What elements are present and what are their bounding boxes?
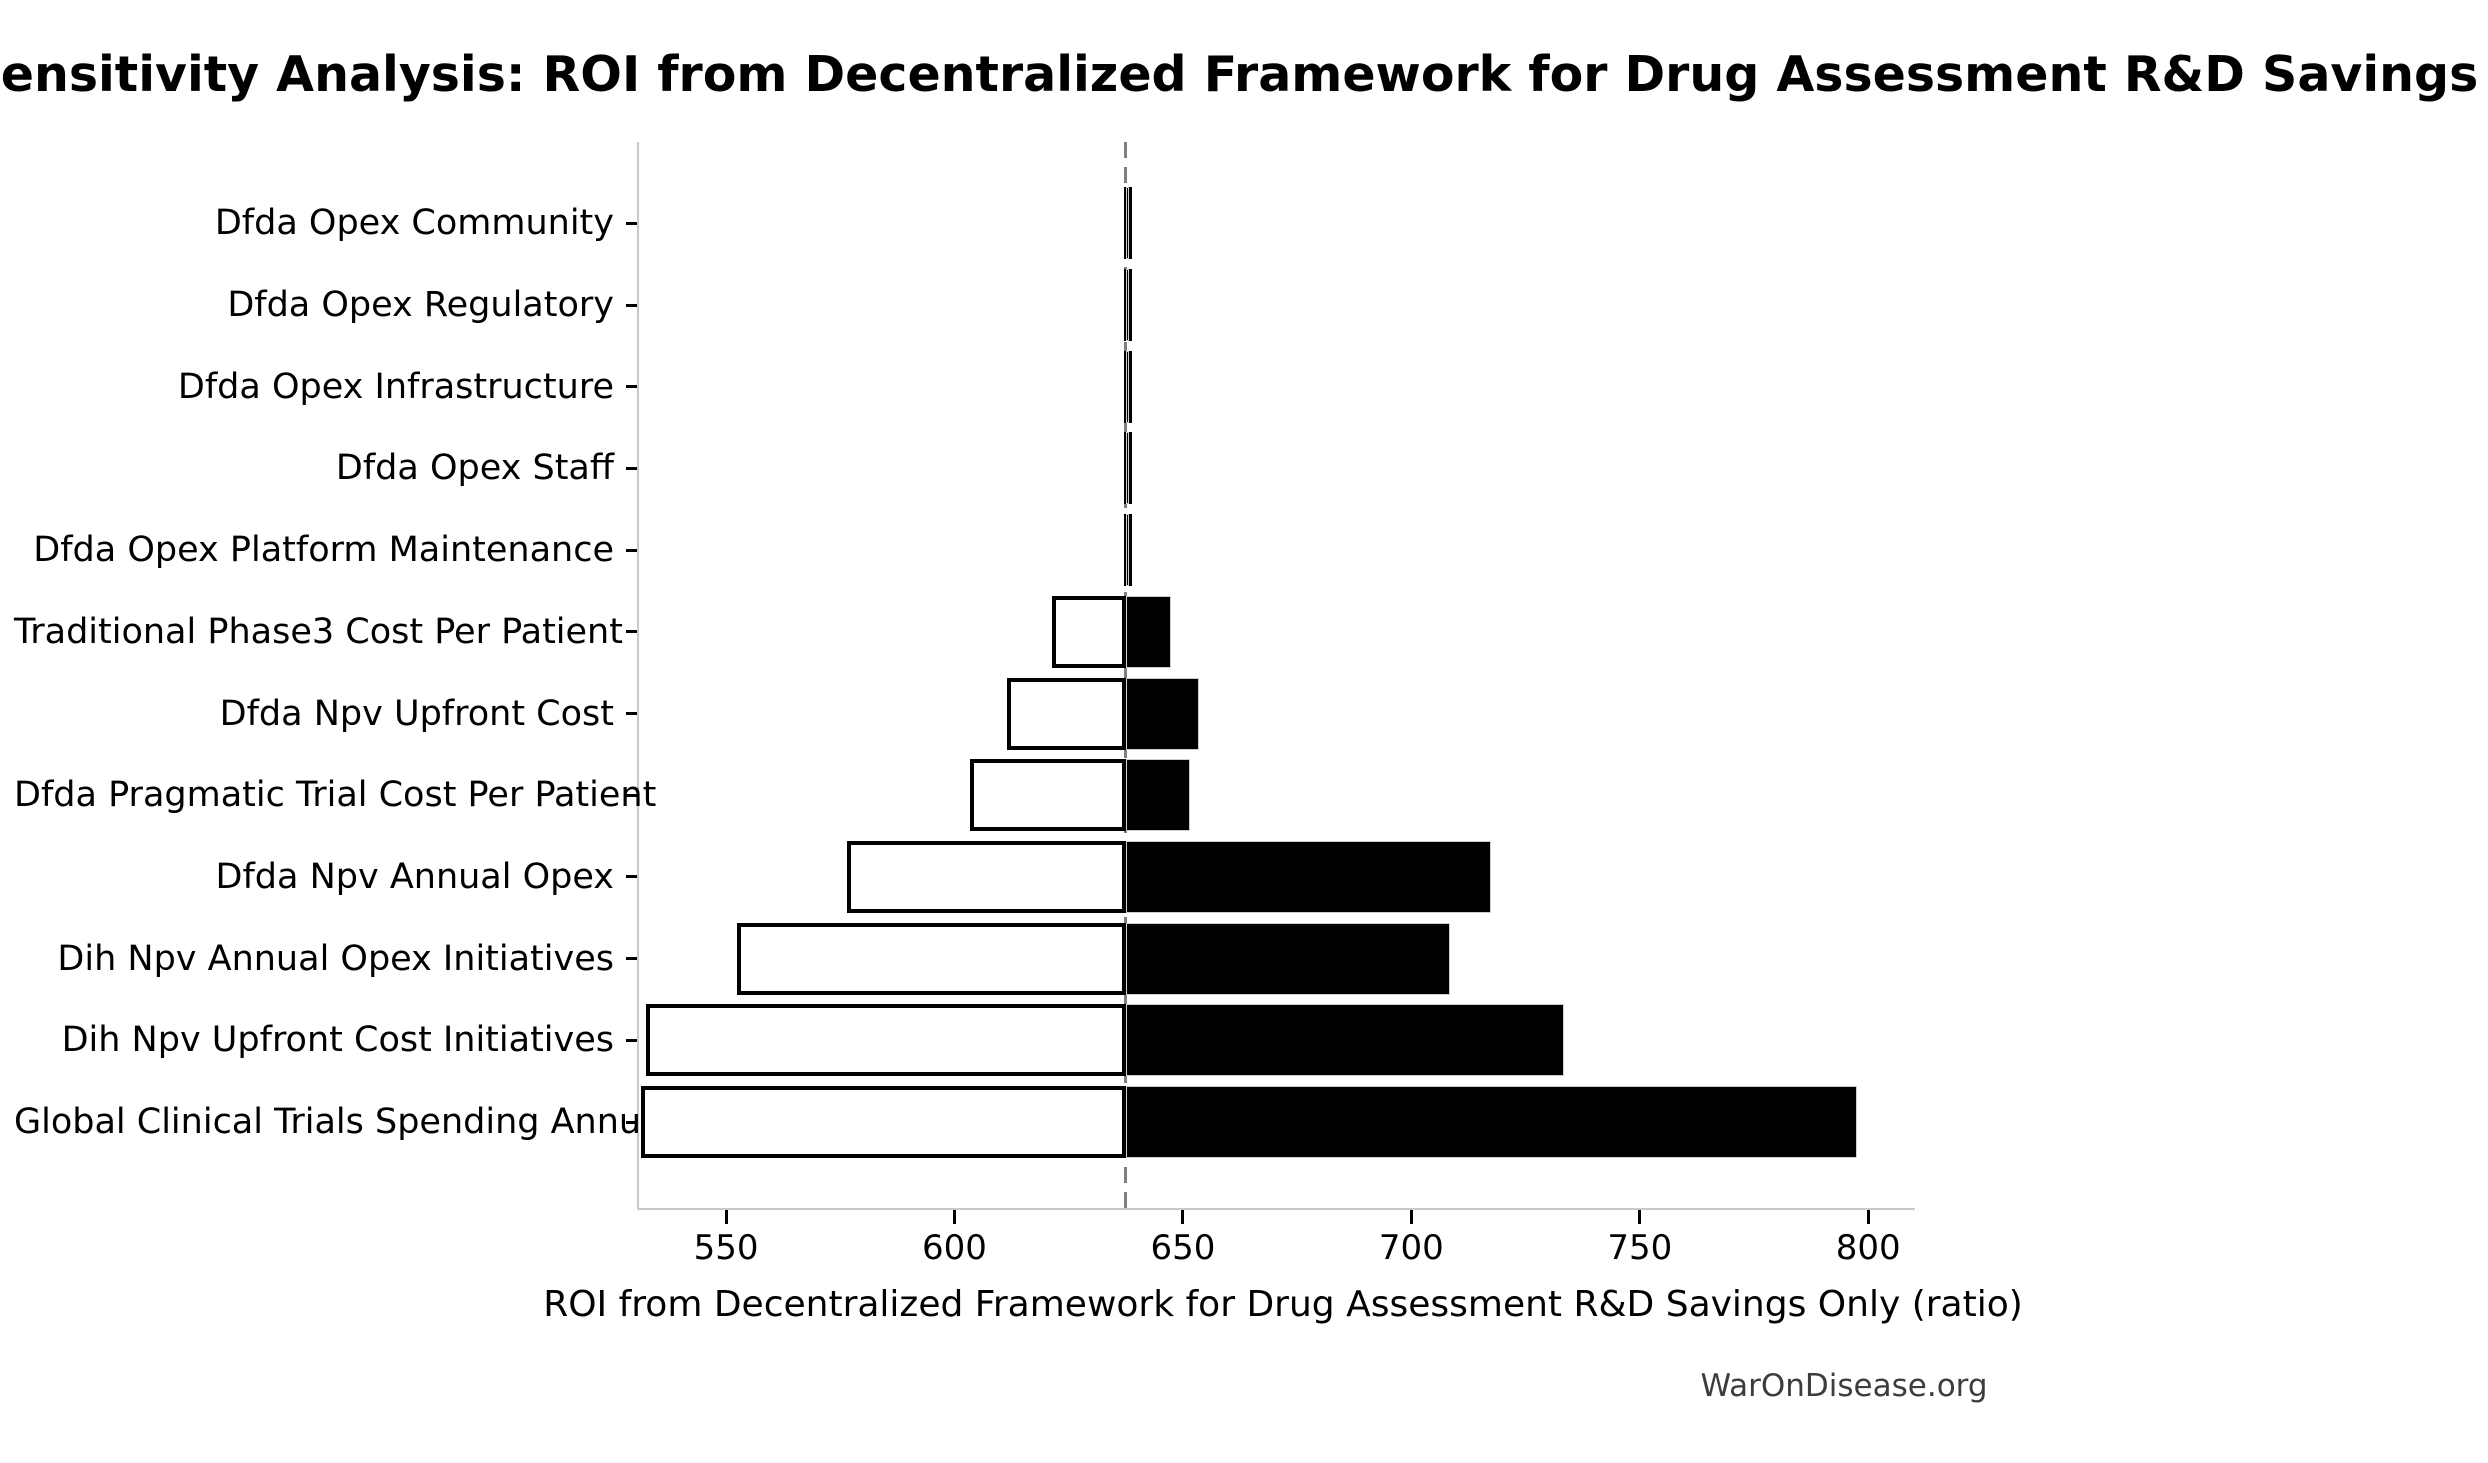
y-axis-category-label: Dih Npv Annual Opex Initiatives	[57, 938, 614, 979]
bar-high-segment	[1125, 432, 1129, 505]
bar-low-segment	[645, 1004, 1126, 1077]
y-axis-tick	[626, 1038, 637, 1042]
y-axis-category-label: Dfda Opex Staff	[335, 448, 614, 489]
x-axis-title: ROI from Decentralized Framework for Dru…	[543, 1284, 2023, 1325]
y-axis-category-label: Dfda Opex Community	[214, 203, 614, 244]
bar-high-segment	[1125, 187, 1129, 260]
bar-high-segment	[1125, 1004, 1565, 1077]
bar-low-segment	[1052, 595, 1126, 668]
x-axis-tick	[1866, 1210, 1870, 1224]
bar-high-segment	[1125, 840, 1492, 913]
bar-low-segment	[846, 840, 1126, 913]
y-axis-category-label: Dfda Npv Annual Opex	[215, 856, 614, 897]
bar-low-segment	[641, 1086, 1126, 1158]
x-axis-tick-label: 650	[1150, 1228, 1216, 1268]
bar-high-segment	[1125, 350, 1129, 423]
y-axis-category-label: Dfda Opex Infrastructure	[177, 366, 614, 407]
y-axis-tick	[626, 630, 637, 634]
y-axis-tick	[626, 385, 637, 389]
y-axis-category-label: Dfda Pragmatic Trial Cost Per Patient	[14, 775, 657, 816]
bar-low-segment	[970, 759, 1126, 832]
baseline-dashed-line	[1124, 142, 1128, 1208]
x-axis-tick	[1181, 1210, 1185, 1224]
y-axis-category-label: Dih Npv Upfront Cost Initiatives	[61, 1020, 614, 1061]
y-axis-category-label: Dfda Npv Upfront Cost	[219, 693, 614, 734]
y-axis-tick	[626, 548, 637, 552]
y-axis-tick	[626, 957, 637, 961]
plot-area	[626, 142, 1915, 1210]
bar-high-segment	[1125, 595, 1172, 668]
x-axis-tick	[1409, 1210, 1413, 1224]
bar-high-segment	[1125, 514, 1129, 587]
y-axis-tick	[626, 712, 637, 715]
x-axis-tick-label: 600	[922, 1228, 987, 1268]
bar-high-segment	[1125, 922, 1450, 995]
x-axis-tick-label: 550	[693, 1228, 759, 1268]
y-axis-tick	[626, 1120, 637, 1124]
x-axis-tick	[1638, 1210, 1642, 1224]
x-axis-tick-label: 750	[1607, 1228, 1673, 1268]
chart-title: Sensitivity Analysis: ROI from Decentral…	[0, 46, 2488, 103]
y-axis-tick	[626, 793, 637, 797]
y-axis-category-label: Traditional Phase3 Cost Per Patient	[14, 611, 623, 652]
y-axis-category-label: Dfda Opex Platform Maintenance	[33, 530, 614, 571]
y-axis-tick	[626, 875, 637, 879]
y-axis-category-label: Dfda Opex Regulatory	[227, 285, 614, 325]
bar-high-segment	[1125, 677, 1199, 750]
bar-high-segment	[1125, 1086, 1857, 1158]
x-axis-tick	[953, 1210, 956, 1224]
bar-high-segment	[1125, 269, 1129, 341]
bar-low-segment	[737, 922, 1126, 995]
x-axis-tick-label: 800	[1835, 1228, 1901, 1268]
y-axis-category-label: Global Clinical Trials Spending Annual	[14, 1102, 673, 1142]
bar-high-segment	[1125, 759, 1190, 832]
x-axis-tick	[724, 1210, 728, 1224]
y-axis-tick	[626, 466, 637, 470]
y-axis-tick	[626, 303, 637, 307]
x-axis-tick-label: 700	[1378, 1228, 1444, 1268]
y-axis-tick	[626, 221, 637, 225]
bar-low-segment	[1006, 677, 1126, 750]
footer-watermark: WarOnDisease.org	[1700, 1368, 1988, 1404]
